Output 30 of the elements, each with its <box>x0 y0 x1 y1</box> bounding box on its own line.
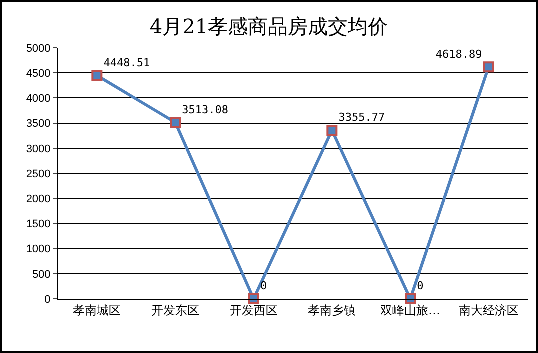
chart-title: 4月21孝感商品房成交均价 <box>150 14 388 38</box>
point <box>483 62 494 73</box>
point <box>248 294 260 304</box>
data-label: 0 <box>260 280 268 293</box>
x-tick-label: 双峰山旅… <box>380 303 440 318</box>
data-label: 4618.89 <box>436 48 482 61</box>
point <box>170 117 181 128</box>
y-tick-label: 4500 <box>26 68 51 80</box>
y-tick-label: 1500 <box>26 218 51 231</box>
x-tick-label: 孝南城区 <box>73 303 122 318</box>
data-label: 3355.77 <box>338 111 386 124</box>
y-tick-label: 1000 <box>26 244 51 256</box>
y-tick-label: 3000 <box>26 143 51 156</box>
y-tick-label: 0 <box>44 294 51 306</box>
point <box>405 294 416 304</box>
y-tick-label: 3500 <box>26 118 51 130</box>
y-tick-label: 2000 <box>26 193 51 206</box>
x-tick-label: 南大经济区 <box>458 303 519 318</box>
y-tick-label: 4000 <box>26 93 51 106</box>
y-tick-label: 5000 <box>26 42 51 55</box>
y-tick-label: 2500 <box>26 168 51 180</box>
y-tick-label: 500 <box>32 268 51 281</box>
point <box>92 70 103 82</box>
data-label: 0 <box>417 280 424 293</box>
x-tick-label: 孝南乡镇 <box>308 303 356 318</box>
data-label: 4448.51 <box>104 56 150 70</box>
x-tick-label: 开发西区 <box>230 303 278 318</box>
x-tick-label: 开发东区 <box>152 303 200 318</box>
point <box>326 125 338 136</box>
data-label: 3513.08 <box>182 103 228 116</box>
